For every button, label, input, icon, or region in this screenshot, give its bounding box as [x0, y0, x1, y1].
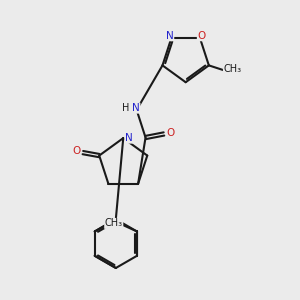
Text: O: O	[167, 128, 175, 138]
Text: O: O	[72, 146, 80, 156]
Text: CH₃: CH₃	[224, 64, 242, 74]
Text: CH₃: CH₃	[105, 218, 123, 228]
Text: N: N	[125, 133, 133, 143]
Text: N: N	[166, 31, 174, 41]
Text: N: N	[132, 103, 140, 113]
Text: H: H	[122, 103, 129, 113]
Text: O: O	[197, 31, 206, 41]
